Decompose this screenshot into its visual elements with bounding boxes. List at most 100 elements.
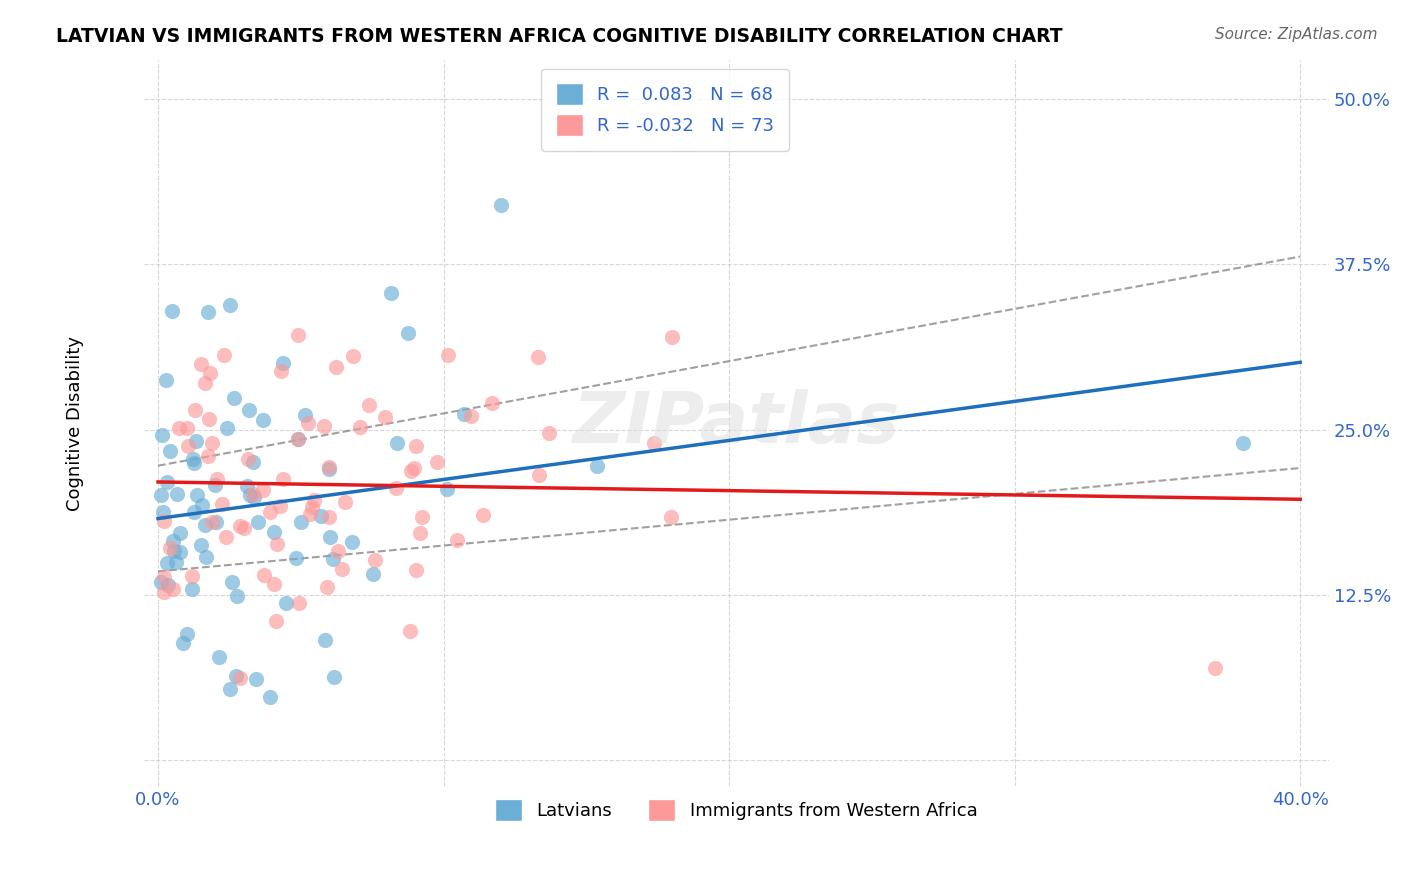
- Immigrants from Western Africa: [318, 510, 340, 524]
- Latvians: [453, 408, 475, 422]
- Immigrants from Western Africa: [263, 577, 285, 591]
- Latvians: [162, 533, 184, 548]
- Immigrants from Western Africa: [184, 402, 207, 417]
- Latvians: [323, 670, 346, 684]
- Latvians: [181, 582, 204, 596]
- Latvians: [396, 326, 419, 341]
- Text: LATVIAN VS IMMIGRANTS FROM WESTERN AFRICA COGNITIVE DISABILITY CORRELATION CHART: LATVIAN VS IMMIGRANTS FROM WESTERN AFRIC…: [56, 27, 1063, 45]
- Latvians: [156, 475, 179, 490]
- Latvians: [149, 488, 172, 502]
- Immigrants from Western Africa: [402, 460, 425, 475]
- Immigrants from Western Africa: [527, 351, 550, 365]
- Immigrants from Western Africa: [236, 451, 259, 466]
- Latvians: [195, 549, 218, 564]
- Latvians: [385, 436, 408, 450]
- Latvians: [156, 557, 179, 571]
- Latvians: [238, 402, 260, 417]
- Immigrants from Western Africa: [301, 500, 323, 514]
- Immigrants from Western Africa: [318, 460, 340, 475]
- Latvians: [285, 550, 308, 565]
- Latvians: [224, 391, 246, 405]
- Immigrants from Western Africa: [201, 516, 224, 530]
- Latvians: [1232, 435, 1254, 450]
- Latvians: [197, 305, 219, 319]
- Immigrants from Western Africa: [159, 541, 181, 555]
- Latvians: [221, 574, 243, 589]
- Immigrants from Western Africa: [298, 507, 321, 521]
- Immigrants from Western Africa: [228, 519, 250, 533]
- Latvians: [245, 672, 267, 686]
- Latvians: [294, 408, 316, 422]
- Y-axis label: Cognitive Disability: Cognitive Disability: [66, 335, 84, 510]
- Legend: Latvians, Immigrants from Western Africa: Latvians, Immigrants from Western Africa: [481, 785, 993, 836]
- Immigrants from Western Africa: [211, 497, 233, 511]
- Immigrants from Western Africa: [271, 472, 294, 486]
- Latvians: [287, 432, 309, 446]
- Immigrants from Western Africa: [259, 504, 281, 518]
- Latvians: [166, 487, 188, 501]
- Latvians: [194, 517, 217, 532]
- Text: ZIPatlas: ZIPatlas: [572, 389, 900, 458]
- Latvians: [274, 596, 297, 610]
- Immigrants from Western Africa: [405, 563, 427, 577]
- Immigrants from Western Africa: [409, 526, 432, 541]
- Immigrants from Western Africa: [167, 421, 190, 435]
- Latvians: [322, 551, 344, 566]
- Latvians: [239, 488, 262, 502]
- Latvians: [219, 681, 242, 696]
- Latvians: [152, 505, 174, 519]
- Latvians: [218, 298, 240, 312]
- Immigrants from Western Africa: [176, 421, 198, 435]
- Latvians: [311, 508, 333, 523]
- Immigrants from Western Africa: [190, 357, 212, 371]
- Latvians: [586, 458, 609, 473]
- Latvians: [190, 538, 212, 552]
- Immigrants from Western Africa: [153, 514, 176, 528]
- Immigrants from Western Africa: [374, 409, 396, 424]
- Latvians: [226, 589, 249, 603]
- Latvians: [205, 516, 228, 530]
- Latvians: [186, 487, 208, 501]
- Immigrants from Western Africa: [229, 671, 252, 685]
- Latvians: [186, 434, 208, 448]
- Immigrants from Western Africa: [180, 569, 202, 583]
- Latvians: [489, 198, 512, 212]
- Latvians: [155, 373, 177, 387]
- Latvians: [150, 427, 173, 442]
- Latvians: [169, 526, 191, 541]
- Latvians: [247, 515, 270, 529]
- Latvians: [342, 535, 364, 549]
- Latvians: [361, 566, 384, 581]
- Immigrants from Western Africa: [364, 553, 387, 567]
- Immigrants from Western Africa: [269, 499, 291, 513]
- Immigrants from Western Africa: [266, 537, 288, 551]
- Immigrants from Western Africa: [233, 521, 256, 535]
- Latvians: [236, 479, 259, 493]
- Immigrants from Western Africa: [426, 455, 449, 469]
- Immigrants from Western Africa: [162, 582, 184, 596]
- Immigrants from Western Africa: [288, 596, 311, 610]
- Latvians: [163, 544, 186, 558]
- Immigrants from Western Africa: [537, 426, 560, 441]
- Latvians: [314, 632, 336, 647]
- Immigrants from Western Africa: [405, 439, 427, 453]
- Immigrants from Western Africa: [201, 436, 224, 450]
- Immigrants from Western Africa: [177, 439, 200, 453]
- Immigrants from Western Africa: [287, 432, 309, 446]
- Immigrants from Western Africa: [357, 398, 380, 412]
- Latvians: [290, 516, 312, 530]
- Immigrants from Western Africa: [481, 395, 503, 409]
- Latvians: [215, 420, 238, 434]
- Latvians: [165, 555, 187, 569]
- Immigrants from Western Africa: [333, 495, 356, 509]
- Immigrants from Western Africa: [328, 544, 350, 558]
- Latvians: [183, 456, 205, 470]
- Latvians: [271, 356, 294, 370]
- Immigrants from Western Africa: [472, 508, 495, 523]
- Immigrants from Western Africa: [302, 492, 325, 507]
- Latvians: [259, 690, 281, 705]
- Latvians: [263, 525, 285, 540]
- Immigrants from Western Africa: [460, 409, 482, 423]
- Immigrants from Western Africa: [297, 416, 319, 430]
- Immigrants from Western Africa: [153, 585, 176, 599]
